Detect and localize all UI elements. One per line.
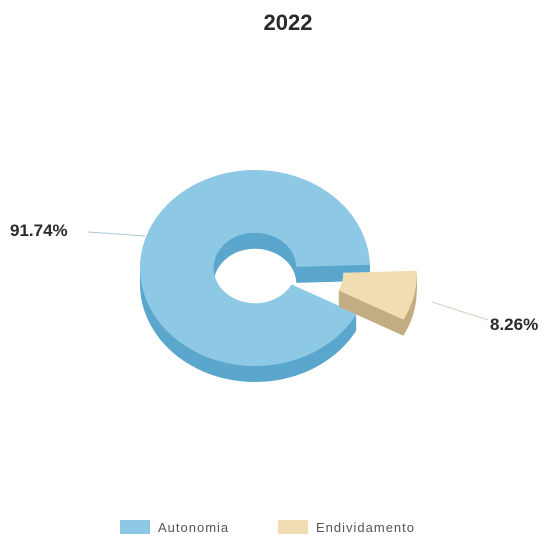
slices-group	[139, 170, 417, 383]
legend-swatch-autonomia	[120, 520, 150, 534]
data-label-endividamento: 8.26%	[490, 315, 538, 334]
slice-autonomia	[139, 170, 370, 367]
slice-endividamento	[338, 270, 417, 320]
chart-title: 2022	[264, 10, 313, 35]
legend: Autonomia Endividamento	[120, 520, 415, 535]
legend-label-autonomia: Autonomia	[158, 520, 229, 535]
legend-label-endividamento: Endividamento	[316, 520, 415, 535]
legend-swatch-endividamento	[278, 520, 308, 534]
leader-line-autonomia	[87, 231, 146, 237]
data-label-autonomia: 91.74%	[10, 221, 68, 240]
leader-line-endividamento	[431, 301, 489, 321]
